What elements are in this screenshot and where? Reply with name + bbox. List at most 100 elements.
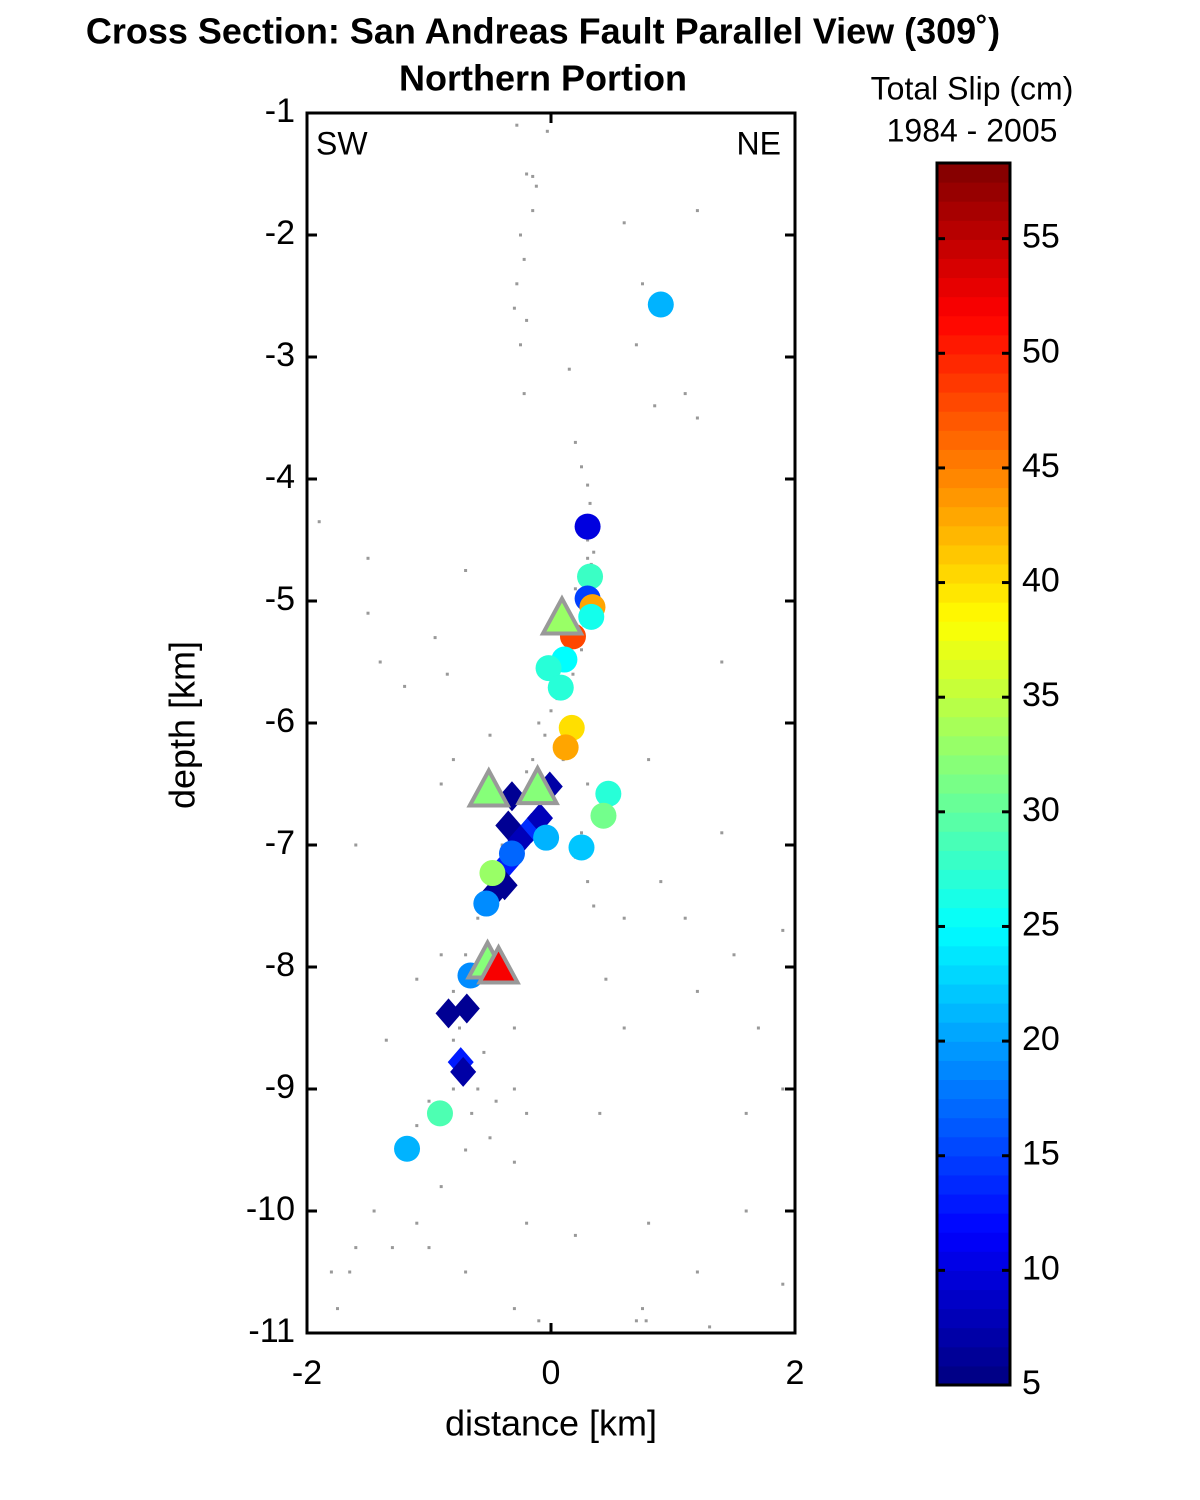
background-event [476, 916, 480, 920]
background-event [647, 1221, 651, 1225]
background-event [573, 1233, 577, 1237]
background-event [683, 916, 687, 920]
background-event [476, 1087, 480, 1091]
background-event [512, 1026, 516, 1030]
background-event [545, 129, 549, 133]
background-event [317, 520, 321, 524]
circle-marker [498, 840, 525, 867]
background-event [622, 1026, 626, 1030]
x-tick-label: 2 [786, 1354, 805, 1392]
background-event [336, 1307, 339, 1311]
colorbar-segment [937, 812, 1010, 832]
background-event [439, 782, 443, 786]
circle-marker [426, 1100, 453, 1127]
colorbar-segment [937, 1194, 1010, 1214]
colorbar-tick-label: 40 [1022, 562, 1060, 600]
background-event [366, 611, 370, 615]
diamond-marker [450, 1056, 477, 1087]
background-event [464, 1270, 468, 1274]
x-tick-label: 0 [542, 1354, 561, 1392]
colorbar-segment [937, 315, 1010, 336]
colorbar-segment [937, 1117, 1010, 1138]
circle-marker [533, 824, 560, 851]
background-event [683, 392, 687, 396]
background-event [470, 1111, 474, 1115]
background-event [622, 221, 626, 225]
colorbar-segment [937, 182, 1010, 202]
colorbar-segment [937, 277, 1010, 298]
colorbar-segment [937, 258, 1010, 279]
colorbar-segment [937, 659, 1010, 680]
background-event [531, 758, 535, 762]
background-event [588, 501, 592, 505]
colorbar-segment [937, 373, 1010, 393]
background-event [366, 556, 370, 560]
background-event [525, 318, 529, 322]
background-event [451, 989, 455, 993]
colorbar-segment [937, 220, 1010, 240]
colorbar-segment [937, 984, 1010, 1004]
colorbar-tick-label: 50 [1022, 332, 1060, 370]
colorbar-segment [937, 907, 1010, 928]
background-event [512, 306, 516, 310]
background-event [744, 1111, 748, 1115]
colorbar-tick-label: 45 [1022, 447, 1060, 485]
background-event [494, 1099, 498, 1103]
colorbar-segment [937, 640, 1010, 660]
background-event [537, 721, 541, 725]
y-tick-label: -6 [265, 702, 295, 740]
background-event [354, 843, 358, 847]
colorbar-segment [937, 735, 1010, 756]
colorbar-segment [937, 411, 1010, 431]
colorbar-segment [937, 334, 1010, 355]
colorbar-tick-label: 25 [1022, 905, 1060, 943]
colorbar-segment [937, 239, 1010, 259]
background-event [433, 636, 437, 640]
colorbar-segment [937, 945, 1010, 966]
background-event [329, 1270, 333, 1274]
colorbar-segment [937, 544, 1010, 565]
circle-marker [647, 291, 674, 318]
background-event [781, 928, 785, 932]
background-event [390, 1246, 394, 1250]
colorbar-segment [937, 296, 1010, 317]
colorbar-segment [937, 774, 1010, 794]
colorbar-segment [937, 563, 1010, 584]
y-tick-label: -9 [265, 1068, 295, 1106]
background-event [522, 392, 526, 396]
background-event [732, 953, 736, 957]
background-event [519, 343, 522, 347]
background-event [622, 916, 626, 920]
background-event [348, 1270, 352, 1274]
background-event [695, 209, 699, 213]
background-event [515, 123, 519, 127]
background-event [573, 440, 577, 444]
background-event [372, 1209, 376, 1213]
background-event [488, 1136, 492, 1140]
colorbar-segment [937, 1365, 1010, 1386]
colorbar-segment [937, 869, 1010, 890]
circle-marker [552, 734, 579, 761]
background-event [580, 831, 583, 835]
colorbar-tick-label: 35 [1022, 676, 1060, 714]
background-event [445, 672, 449, 676]
background-event [571, 672, 575, 676]
background-event [641, 282, 644, 286]
background-event [586, 880, 590, 884]
background-event [549, 709, 553, 713]
diamond-marker [435, 998, 462, 1029]
circle-marker [547, 674, 574, 701]
circle-marker [394, 1135, 421, 1162]
circle-marker [535, 655, 562, 682]
circle-marker [568, 834, 595, 861]
background-event [525, 1111, 529, 1115]
background-event [781, 1087, 785, 1091]
circle-marker [574, 513, 601, 540]
y-tick-label: -8 [265, 946, 295, 984]
colorbar-segment [937, 392, 1010, 412]
background-event [415, 1221, 419, 1225]
background-event [641, 1307, 644, 1311]
background-event [458, 1026, 461, 1030]
colorbar-segment [937, 697, 1010, 718]
background-event [354, 1246, 358, 1250]
